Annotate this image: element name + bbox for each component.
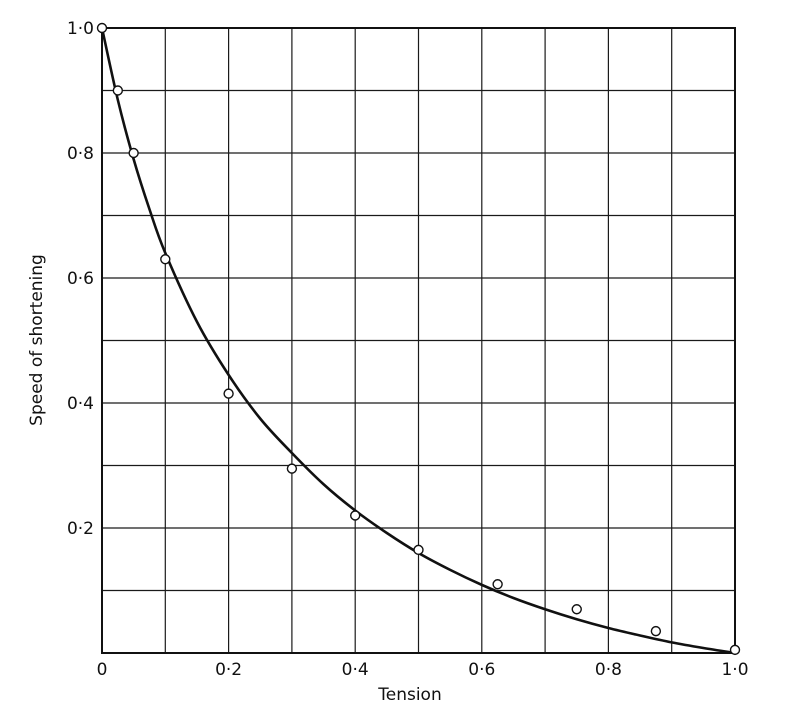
x-tick-label: 0·2 [215, 660, 242, 680]
x-tick-labels: 0 0·2 0·4 0·6 0·8 1·0 [97, 660, 749, 680]
data-point [286, 463, 298, 474]
grid [102, 28, 735, 653]
x-tick-label: 0 [97, 660, 108, 680]
data-point [413, 544, 424, 556]
data-points [96, 22, 741, 656]
data-point [650, 625, 662, 637]
data-point [350, 510, 361, 521]
data-point [112, 85, 124, 96]
y-tick-labels: 0·2 0·4 0·6 0·8 1·0 [67, 19, 94, 539]
x-tick-label: 1·0 [721, 660, 748, 680]
x-tick-label: 0·4 [342, 660, 369, 680]
y-tick-label: 0·4 [67, 394, 94, 414]
y-tick-label: 0·8 [67, 144, 94, 164]
data-point [160, 254, 171, 265]
data-point [571, 604, 582, 615]
plot-frame [101, 27, 736, 654]
y-axis-title: Speed of shortening [27, 254, 47, 426]
data-point [729, 644, 741, 656]
x-tick-label: 0·6 [468, 660, 495, 680]
data-point [96, 22, 108, 34]
fitted-curve [100, 27, 736, 655]
data-point [128, 147, 139, 159]
y-tick-label: 1·0 [67, 19, 94, 39]
x-axis-title: Tension [377, 685, 441, 705]
y-tick-label: 0·2 [67, 519, 94, 539]
data-point [492, 579, 503, 590]
data-point [223, 388, 234, 399]
x-tick-label: 0·8 [595, 660, 622, 680]
y-tick-label: 0·6 [67, 269, 94, 289]
